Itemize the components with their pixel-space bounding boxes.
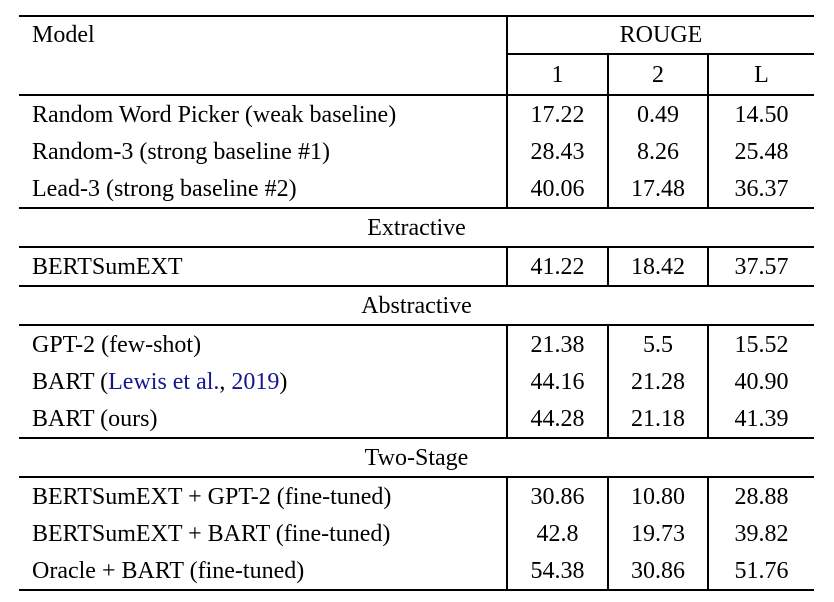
rouge-2-cell: 0.49 <box>607 95 709 133</box>
table-row: Oracle + BART (fine-tuned) 54.38 30.86 5… <box>19 552 814 590</box>
rouge-l-cell: 15.52 <box>734 331 789 358</box>
column-header-rouge-1: 1 <box>507 54 608 96</box>
rouge-l-cell: 51.76 <box>734 557 789 584</box>
citation-year-link[interactable]: 2019 <box>231 368 280 395</box>
model-name-cell: Lead-3 (strong baseline #2) <box>19 170 508 208</box>
model-name-cell: Oracle + BART (fine-tuned) <box>19 552 508 590</box>
rouge-1-cell: 44.16 <box>530 368 585 395</box>
section-header-two-stage: Two-Stage <box>19 437 814 478</box>
rouge-1-cell: 40.06 <box>530 175 585 202</box>
rouge-2-cell: 18.42 <box>607 247 709 286</box>
citation-prefix: BART ( <box>32 368 109 395</box>
rouge-1-cell: 21.38 <box>530 331 585 358</box>
table-row: GPT-2 (few-shot) 21.38 5.5 15.52 <box>19 325 814 363</box>
rouge-2-cell: 17.48 <box>607 170 709 208</box>
rouge-l-cell: 41.39 <box>734 405 789 432</box>
column-header-rouge: ROUGE <box>507 16 814 55</box>
section-title: Extractive <box>19 207 814 248</box>
rouge-2-cell: 30.86 <box>607 552 709 590</box>
rouge-2-cell: 21.28 <box>607 363 709 400</box>
column-header-rouge-l: L <box>708 54 814 96</box>
model-name-cell: Random Word Picker (weak baseline) <box>19 95 508 133</box>
rouge-1-cell: 54.38 <box>530 557 585 584</box>
column-header-model: Model <box>19 16 508 96</box>
rouge-l-cell: 14.50 <box>734 101 789 128</box>
rouge-l-cell: 39.82 <box>734 520 789 547</box>
section-header-abstractive: Abstractive <box>19 285 814 326</box>
rouge-1-cell: 44.28 <box>530 405 585 432</box>
table-row: BERTSumEXT + BART (fine-tuned) 42.8 19.7… <box>19 515 814 552</box>
rouge-1-cell: 28.43 <box>530 138 585 165</box>
rouge-l-cell: 40.90 <box>734 368 789 395</box>
rouge-2-cell: 19.73 <box>607 515 709 552</box>
citation-separator: , <box>219 368 232 395</box>
table-row: Random Word Picker (weak baseline) 17.22… <box>19 95 814 133</box>
results-table: Model ROUGE 1 2 L Random Word Picker (we… <box>19 15 814 591</box>
citation-authors-link[interactable]: Lewis et al. <box>108 368 220 395</box>
table-row: BERTSumEXT 41.22 18.42 37.57 <box>19 247 814 286</box>
rouge-1-cell: 41.22 <box>530 253 585 280</box>
rouge-l-cell: 37.57 <box>734 253 789 280</box>
rouge-1-cell: 42.8 <box>536 520 579 547</box>
table-row: BART (ours) 44.28 21.18 41.39 <box>19 400 814 438</box>
model-name-cell: GPT-2 (few-shot) <box>19 325 508 363</box>
citation-suffix: ) <box>279 368 288 395</box>
rouge-2-cell: 21.18 <box>607 400 709 438</box>
header-row-2: 1 2 L <box>19 54 814 96</box>
rouge-l-cell: 28.88 <box>734 483 789 510</box>
table-row: BART (Lewis et al., 2019) 44.16 21.28 40… <box>19 363 814 400</box>
model-name-cell: BERTSumEXT <box>19 247 508 286</box>
model-name-cell: BART (ours) <box>19 400 508 438</box>
header-row-1: Model ROUGE <box>19 16 814 96</box>
table-row: BERTSumEXT + GPT-2 (fine-tuned) 30.86 10… <box>19 477 814 515</box>
column-header-rouge-2: 2 <box>607 54 709 96</box>
rouge-1-cell: 30.86 <box>530 483 585 510</box>
section-title: Two-Stage <box>19 437 814 478</box>
rouge-2-cell: 8.26 <box>607 133 709 170</box>
section-header-extractive: Extractive <box>19 207 814 248</box>
rouge-2-cell: 10.80 <box>607 477 709 515</box>
table-row: Lead-3 (strong baseline #2) 40.06 17.48 … <box>19 170 814 208</box>
model-name-cell: Random-3 (strong baseline #1) <box>19 133 508 170</box>
rouge-1-cell: 17.22 <box>530 101 585 128</box>
rouge-2-cell: 5.5 <box>607 325 709 363</box>
section-title: Abstractive <box>19 285 814 326</box>
rouge-l-cell: 36.37 <box>734 175 789 202</box>
table-row: Random-3 (strong baseline #1) 28.43 8.26… <box>19 133 814 170</box>
rouge-l-cell: 25.48 <box>734 138 789 165</box>
model-name-cell: BERTSumEXT + BART (fine-tuned) <box>19 515 508 552</box>
model-name-cell: BERTSumEXT + GPT-2 (fine-tuned) <box>19 477 508 515</box>
model-name-cell: BART (Lewis et al., 2019) <box>19 363 508 400</box>
